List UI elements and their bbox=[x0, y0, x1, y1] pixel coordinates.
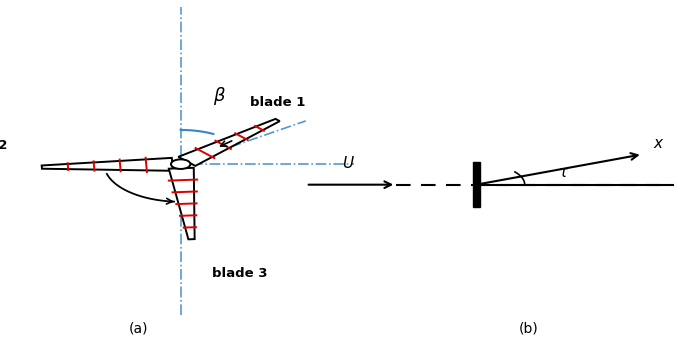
Text: (a): (a) bbox=[129, 321, 149, 335]
Text: blade 2: blade 2 bbox=[0, 139, 7, 152]
Polygon shape bbox=[179, 119, 280, 166]
Polygon shape bbox=[169, 168, 195, 239]
Text: β: β bbox=[213, 87, 224, 105]
Circle shape bbox=[171, 159, 190, 169]
Text: τ: τ bbox=[559, 165, 569, 180]
Text: blade 3: blade 3 bbox=[212, 267, 268, 280]
Text: blade 1: blade 1 bbox=[250, 96, 306, 109]
Text: (b): (b) bbox=[518, 321, 538, 335]
Text: U: U bbox=[342, 156, 353, 171]
Polygon shape bbox=[473, 162, 480, 207]
Text: x: x bbox=[653, 136, 662, 151]
Polygon shape bbox=[42, 158, 173, 171]
